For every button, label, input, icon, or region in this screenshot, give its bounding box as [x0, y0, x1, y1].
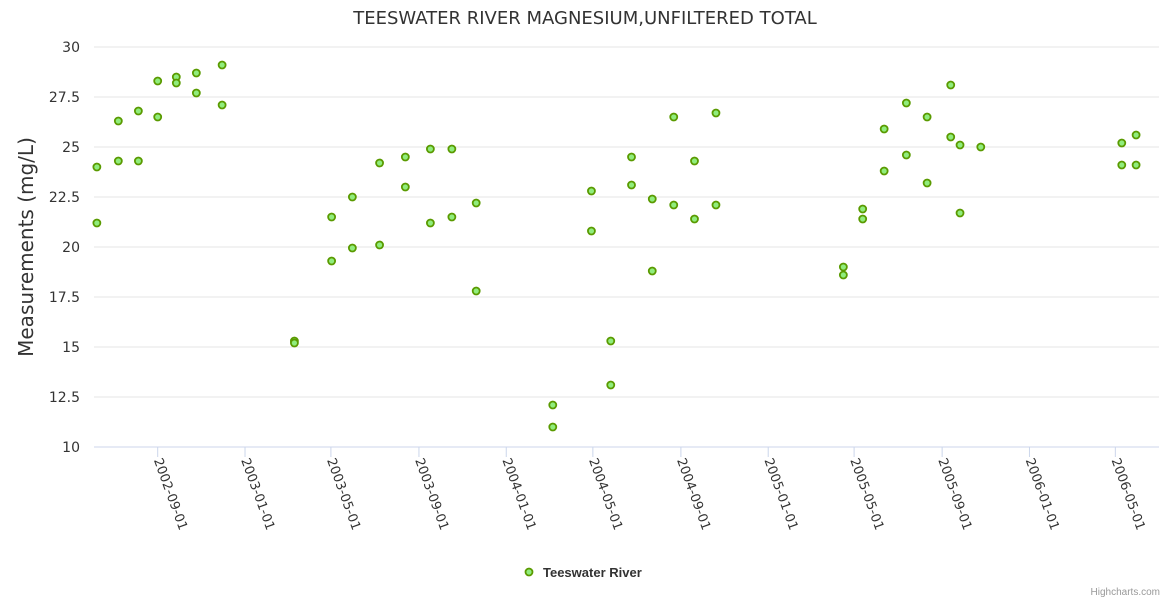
x-tick-label: 2005-05-01	[846, 456, 886, 532]
data-point[interactable]	[1117, 138, 1127, 148]
x-tick-label: 2003-05-01	[323, 456, 363, 532]
data-point[interactable]	[133, 106, 143, 116]
data-point[interactable]	[606, 336, 616, 346]
data-point[interactable]	[1131, 160, 1141, 170]
data-point[interactable]	[669, 200, 679, 210]
data-point[interactable]	[217, 100, 227, 110]
data-point[interactable]	[711, 108, 721, 118]
x-tick-label: 2003-01-01	[237, 456, 277, 532]
x-tick-label: 2006-05-01	[1108, 456, 1148, 532]
data-point[interactable]	[400, 182, 410, 192]
data-point[interactable]	[375, 158, 384, 168]
y-tick-label: 25	[62, 140, 80, 156]
data-point[interactable]	[587, 186, 596, 196]
legend[interactable]: Teeswater River	[524, 565, 642, 580]
data-point[interactable]	[425, 218, 435, 228]
gridlines	[94, 46, 1159, 398]
series-teeswater-river	[92, 60, 1141, 432]
x-tick-label: 2005-01-01	[760, 456, 800, 532]
data-point[interactable]	[976, 142, 986, 152]
data-point[interactable]	[922, 112, 932, 122]
data-point[interactable]	[471, 198, 481, 208]
data-point[interactable]	[838, 262, 848, 272]
data-point[interactable]	[606, 380, 616, 390]
data-point[interactable]	[133, 156, 143, 166]
data-point[interactable]	[548, 422, 558, 432]
data-point[interactable]	[690, 214, 699, 224]
data-point[interactable]	[425, 144, 435, 154]
data-point[interactable]	[647, 266, 657, 276]
data-point[interactable]	[879, 166, 889, 176]
data-point[interactable]	[327, 212, 337, 222]
y-tick-label: 27.5	[49, 90, 80, 106]
data-point[interactable]	[217, 60, 227, 70]
data-point[interactable]	[113, 156, 123, 166]
data-point[interactable]	[1117, 160, 1127, 170]
data-point[interactable]	[375, 240, 384, 250]
y-axis: 10 12.5 15 17.5 20 22.5 25 27.5 30	[49, 40, 80, 456]
x-tick-label: 2002-09-01	[150, 456, 190, 532]
data-point[interactable]	[171, 78, 181, 88]
data-point[interactable]	[838, 270, 848, 280]
legend-marker	[524, 567, 534, 577]
data-point[interactable]	[400, 152, 410, 162]
data-point[interactable]	[690, 156, 699, 166]
data-point[interactable]	[711, 200, 721, 210]
x-tick-label: 2003-09-01	[411, 456, 451, 532]
y-tick-label: 12.5	[49, 390, 80, 406]
data-point[interactable]	[627, 152, 636, 162]
y-axis-title: Measurements (mg/L)	[14, 137, 38, 357]
x-tick-label: 2004-09-01	[673, 456, 713, 532]
x-tick-label: 2004-05-01	[585, 456, 625, 532]
data-point[interactable]	[955, 208, 965, 218]
data-point[interactable]	[347, 243, 357, 253]
data-point[interactable]	[901, 98, 911, 108]
data-point[interactable]	[647, 194, 657, 204]
y-tick-label: 15	[62, 340, 80, 356]
data-point[interactable]	[669, 112, 679, 122]
x-tick-label: 2004-01-01	[498, 456, 538, 532]
data-point[interactable]	[471, 286, 481, 296]
y-tick-label: 22.5	[49, 190, 80, 206]
y-tick-label: 10	[62, 440, 80, 456]
data-point[interactable]	[858, 214, 868, 224]
credits-link[interactable]: Highcharts.com	[1091, 587, 1160, 598]
chart-title: TEESWATER RIVER MAGNESIUM,UNFILTERED TOT…	[352, 8, 816, 29]
data-point[interactable]	[1131, 130, 1141, 140]
data-point[interactable]	[946, 132, 956, 142]
data-point[interactable]	[327, 256, 337, 266]
data-point[interactable]	[587, 226, 596, 236]
data-point[interactable]	[627, 180, 636, 190]
data-point[interactable]	[858, 204, 868, 214]
data-point[interactable]	[922, 178, 932, 188]
data-point[interactable]	[447, 212, 457, 222]
x-axis: 2002-09-01 2003-01-01 2003-05-01 2003-09-01…	[94, 446, 1159, 532]
data-point[interactable]	[153, 76, 163, 86]
data-point[interactable]	[191, 88, 201, 98]
data-point[interactable]	[901, 150, 911, 160]
data-point[interactable]	[447, 144, 457, 154]
legend-item-label[interactable]: Teeswater River	[543, 565, 642, 580]
y-tick-label: 17.5	[49, 290, 80, 306]
data-point[interactable]	[191, 68, 201, 78]
data-point[interactable]	[92, 162, 102, 172]
data-point[interactable]	[290, 338, 299, 348]
x-tick-label: 2006-01-01	[1022, 456, 1062, 532]
data-point[interactable]	[153, 112, 163, 122]
data-point[interactable]	[879, 124, 889, 134]
data-point[interactable]	[946, 80, 956, 90]
y-tick-label: 20	[62, 240, 80, 256]
data-point[interactable]	[955, 140, 965, 150]
data-point[interactable]	[548, 400, 558, 410]
data-point[interactable]	[113, 116, 123, 126]
data-point[interactable]	[347, 192, 357, 202]
x-tick-label: 2005-09-01	[934, 456, 974, 532]
y-tick-label: 30	[62, 40, 80, 56]
data-point[interactable]	[92, 218, 102, 228]
